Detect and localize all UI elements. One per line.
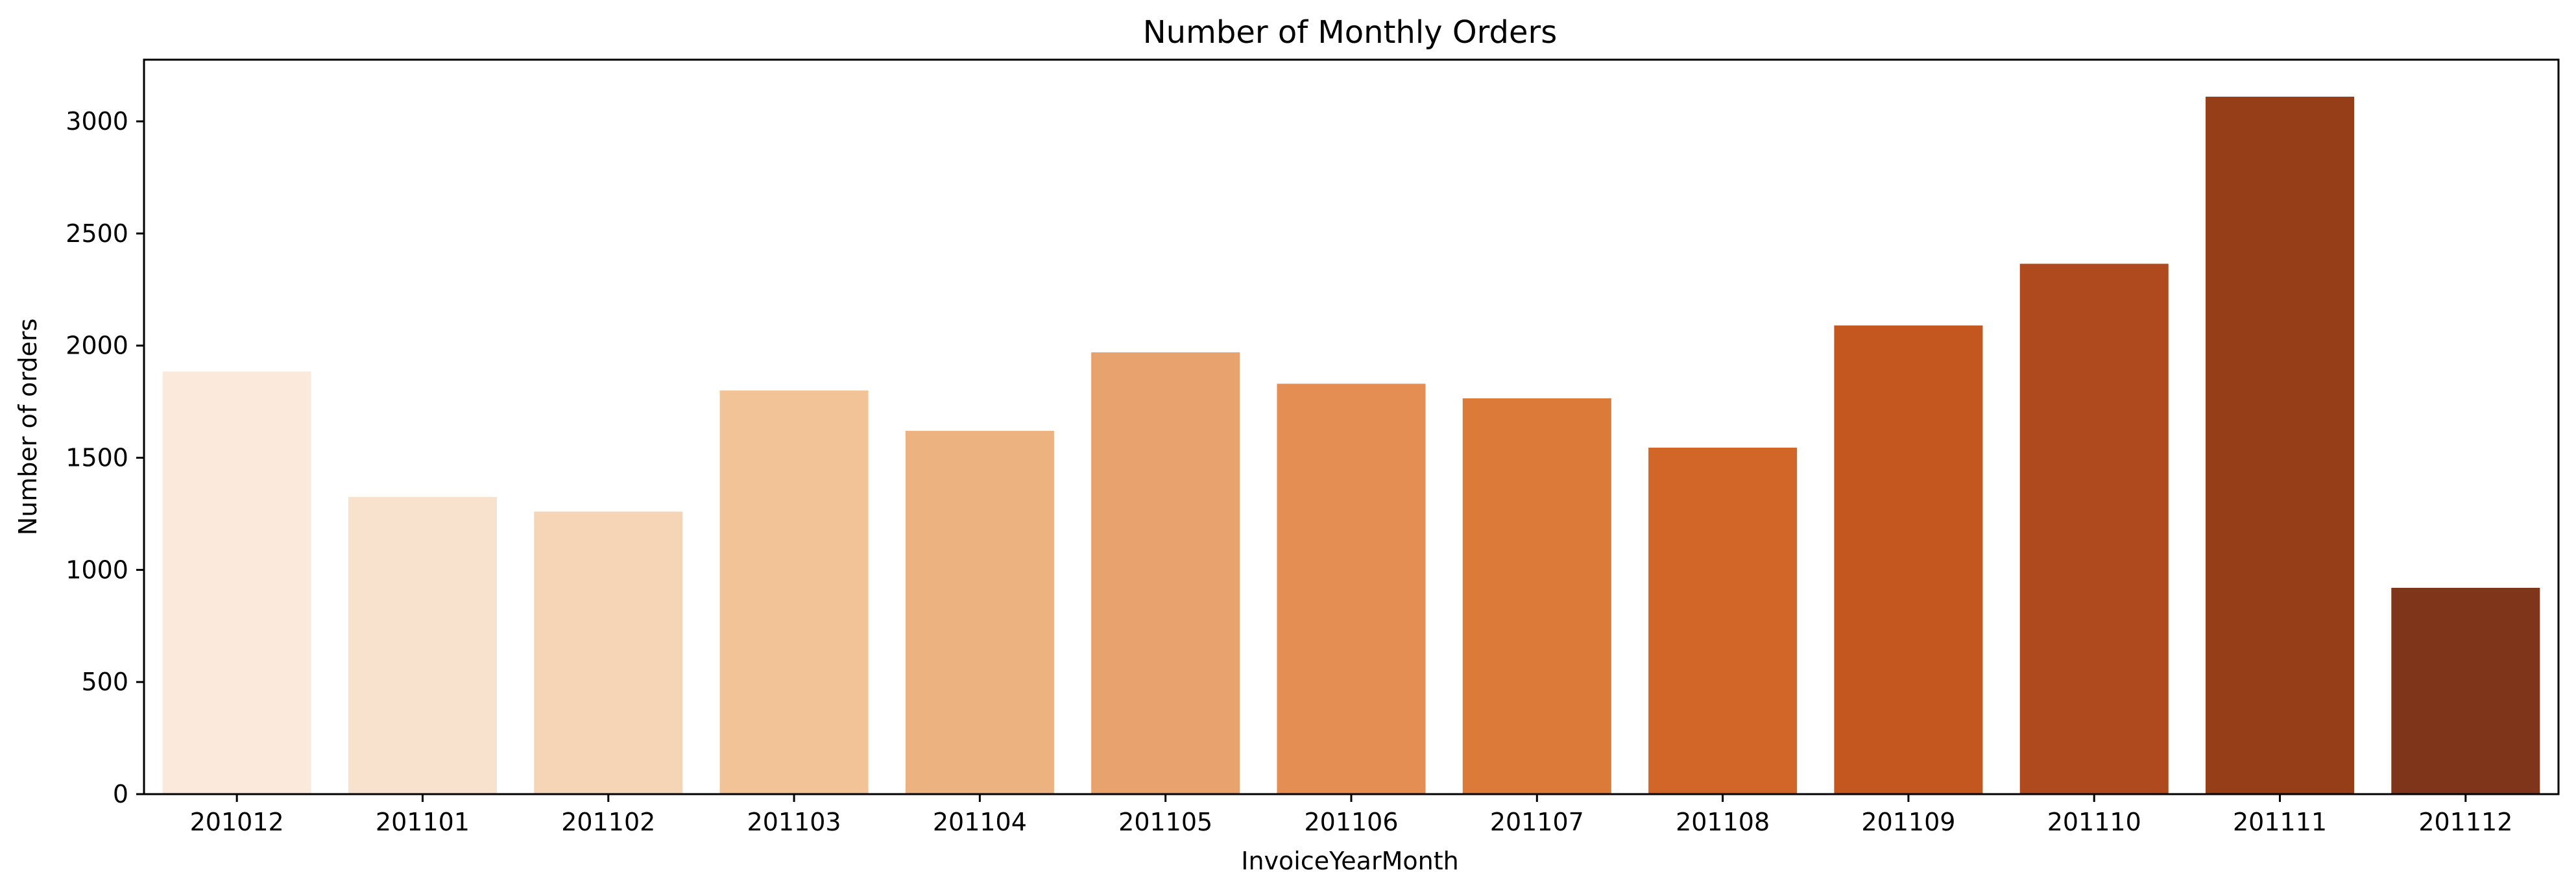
x-tick-label: 201103	[747, 808, 841, 836]
plot-frame	[143, 58, 2560, 795]
bar-201108	[1648, 447, 1798, 794]
bar-201012	[162, 371, 311, 794]
x-tick-label: 201109	[1861, 808, 1955, 836]
bar-201103	[719, 390, 869, 794]
bar-201105	[1091, 352, 1240, 794]
bar-201110	[2019, 263, 2169, 794]
chart-title: Number of Monthly Orders	[1143, 14, 1557, 51]
bar-201112	[2391, 588, 2540, 794]
bar-201104	[905, 431, 1054, 794]
x-tick-label: 201110	[2047, 808, 2141, 836]
x-axis-label: InvoiceYearMonth	[1241, 847, 1458, 875]
y-axis: 0 500 1000 1500 2000 2500 3000	[66, 107, 144, 808]
x-axis: 201012 201101 201102 201103 201104 201105 2011…	[190, 794, 2512, 836]
bar-201109	[1834, 325, 1983, 795]
y-tick-label: 3000	[66, 107, 128, 136]
bar-201101	[348, 497, 497, 794]
x-tick-label: 201101	[376, 808, 470, 836]
x-tick-label: 201012	[190, 808, 284, 836]
bar-201102	[534, 511, 683, 794]
y-tick-label: 2000	[66, 332, 128, 360]
y-tick-label: 500	[81, 668, 128, 696]
x-tick-label: 201112	[2418, 808, 2512, 836]
x-tick-label: 201111	[2233, 808, 2327, 836]
y-axis-label: Number of orders	[14, 319, 42, 536]
y-tick-label: 0	[113, 780, 128, 808]
x-tick-label: 201102	[561, 808, 655, 836]
y-tick-label: 1500	[66, 444, 128, 472]
x-tick-label: 201108	[1676, 808, 1770, 836]
x-tick-label: 201105	[1118, 808, 1212, 836]
bar-201107	[1462, 398, 1611, 794]
y-tick-label: 2500	[66, 219, 128, 248]
bars-group	[162, 97, 2540, 795]
bar-201111	[2206, 97, 2355, 794]
y-tick-label: 1000	[66, 555, 128, 584]
bar-201106	[1277, 383, 1426, 794]
x-tick-label: 201104	[933, 808, 1027, 836]
x-tick-label: 201106	[1304, 808, 1398, 836]
x-tick-label: 201107	[1490, 808, 1584, 836]
